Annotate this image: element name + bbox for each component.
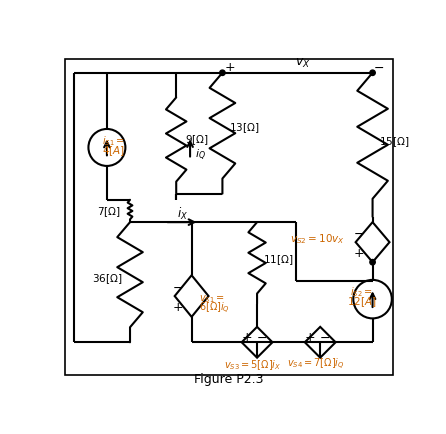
Text: $9[\Omega]$: $9[\Omega]$ <box>185 133 209 147</box>
Text: $-$: $-$ <box>319 331 330 344</box>
Text: $v_{S2} = 10v_X$: $v_{S2} = 10v_X$ <box>290 232 345 246</box>
Text: $-$: $-$ <box>172 281 183 294</box>
Text: $15[\Omega]$: $15[\Omega]$ <box>379 135 409 148</box>
Text: $7[\Omega]$: $7[\Omega]$ <box>96 204 120 218</box>
Text: $i_{S2} =$: $i_{S2} =$ <box>351 285 373 299</box>
Text: $11[\Omega]$: $11[\Omega]$ <box>264 253 294 266</box>
Text: $v_{S3} = 5[\Omega]i_X$: $v_{S3} = 5[\Omega]i_X$ <box>224 357 282 371</box>
Text: $i_Q$: $i_Q$ <box>195 148 206 163</box>
Text: $+$: $+$ <box>224 61 236 74</box>
Text: $+$: $+$ <box>172 301 183 314</box>
Text: $6[\Omega]i_Q$: $6[\Omega]i_Q$ <box>199 300 230 316</box>
Text: $i_X$: $i_X$ <box>177 205 188 221</box>
Text: $i_{S1} =$: $i_{S1} =$ <box>102 134 124 147</box>
Text: $v_{S1} =$: $v_{S1} =$ <box>199 293 225 305</box>
Text: $12[A]$: $12[A]$ <box>347 295 376 309</box>
Text: $-$: $-$ <box>353 227 364 240</box>
Text: $v_{S4} = 7[\Omega]i_Q$: $v_{S4} = 7[\Omega]i_Q$ <box>288 356 345 372</box>
Text: $+$: $+$ <box>304 331 315 344</box>
Text: $+$: $+$ <box>241 331 252 344</box>
Text: Figure P2.3: Figure P2.3 <box>194 372 263 385</box>
Circle shape <box>370 71 375 76</box>
Text: $-$: $-$ <box>373 61 384 74</box>
Text: $v_X$: $v_X$ <box>296 57 311 70</box>
Text: $-$: $-$ <box>256 331 267 344</box>
Text: $36[\Omega]$: $36[\Omega]$ <box>92 272 122 286</box>
Circle shape <box>370 260 375 265</box>
Text: $4[A]$: $4[A]$ <box>102 144 124 157</box>
Circle shape <box>220 71 225 76</box>
Text: $13[\Omega]$: $13[\Omega]$ <box>229 121 259 135</box>
Text: $+$: $+$ <box>353 247 364 260</box>
